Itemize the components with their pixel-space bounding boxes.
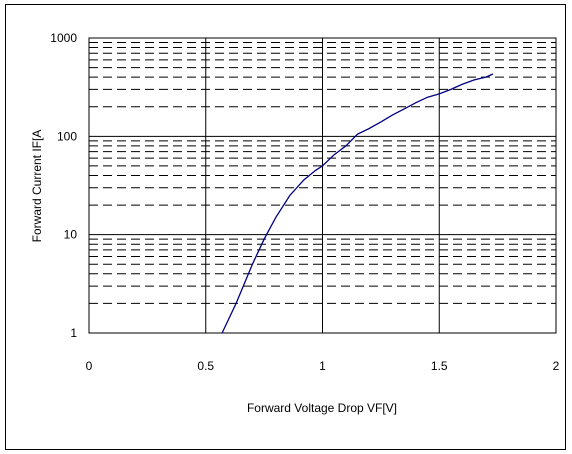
y-tick-label: 1: [70, 326, 77, 340]
major-gridlines: [88, 37, 557, 334]
x-tick-label: 1.5: [431, 359, 448, 373]
y-tick-label: 10: [64, 228, 78, 242]
y-tick-label: 1000: [50, 31, 77, 45]
y-axis-label: Forward Current IF[A: [30, 130, 44, 243]
y-tick-label: 100: [57, 129, 77, 143]
x-axis-label: Forward Voltage Drop VF[V]: [247, 401, 397, 415]
minor-gridlines: [89, 41, 556, 304]
chart-frame: [5, 4, 566, 450]
y-tick-labels: 1 10 100 1000: [50, 31, 77, 340]
x-tick-labels: 0 0.5 1 1.5 2: [86, 359, 560, 373]
x-tick-label: 1: [319, 359, 326, 373]
series-line: [221, 73, 494, 334]
x-tick-label: 2: [553, 359, 560, 373]
x-tick-label: 0.5: [197, 359, 214, 373]
x-tick-label: 0: [86, 359, 93, 373]
plot-area: [88, 37, 557, 334]
